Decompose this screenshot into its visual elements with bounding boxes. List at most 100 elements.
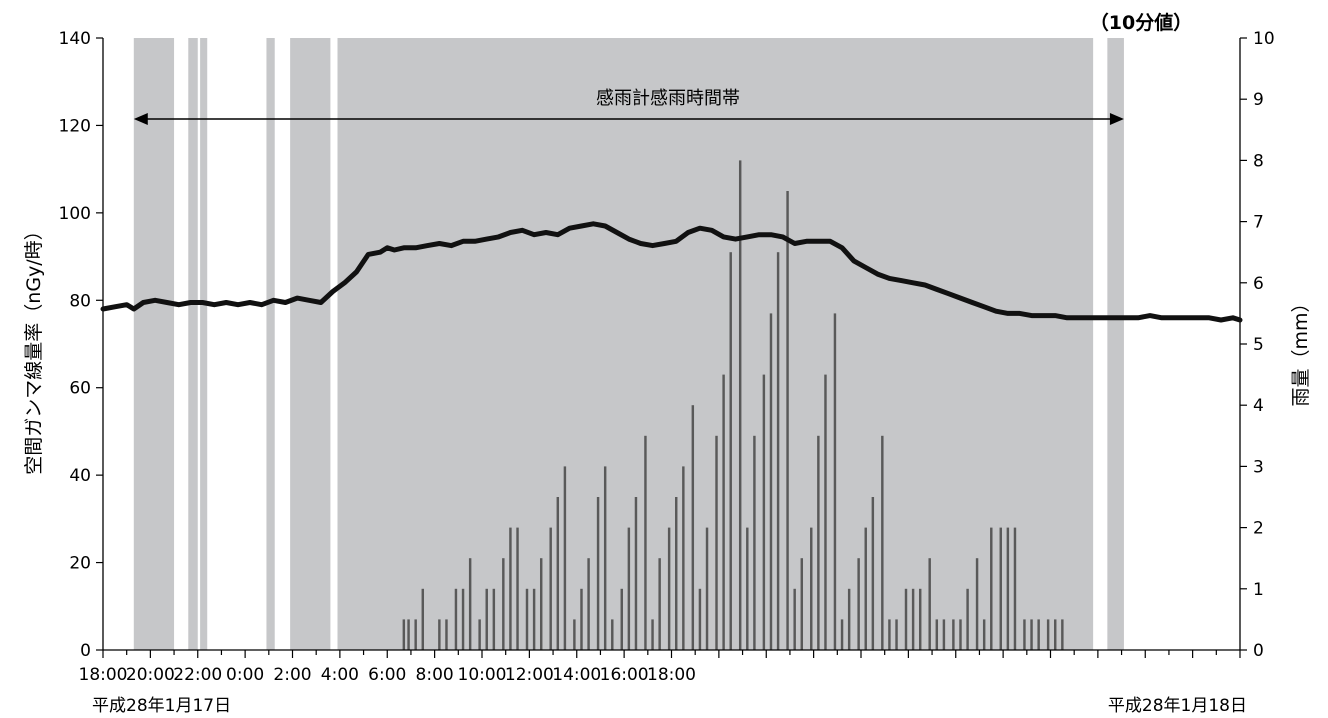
x-tick-label: 10:00: [458, 665, 507, 685]
rainfall-bar: [691, 405, 695, 650]
rainfall-bar: [840, 619, 844, 650]
rainfall-bar: [1054, 619, 1057, 650]
right-tick-label: 10: [1253, 29, 1275, 49]
right-tick-label: 9: [1253, 90, 1264, 110]
rainfall-bar: [722, 374, 725, 650]
right-tick-label: 4: [1253, 396, 1264, 416]
left-tick-label: 120: [59, 116, 91, 136]
rainfall-bar: [502, 558, 505, 650]
rainfall-bar: [468, 558, 472, 650]
rainfall-bar: [675, 497, 678, 650]
x-tick-label: 12:00: [505, 665, 554, 685]
rainfall-bar: [603, 466, 607, 650]
right-tick-label: 8: [1253, 151, 1264, 171]
rainfall-bar: [959, 619, 962, 650]
left-tick-label: 100: [59, 204, 91, 224]
rainfall-bar: [793, 588, 796, 650]
x-tick-label: 0:00: [226, 665, 264, 685]
rainfall-bar: [627, 527, 631, 650]
rainfall-bar: [715, 435, 718, 650]
rainfall-bar: [407, 619, 410, 650]
rainfall-bar: [753, 435, 756, 650]
rainfall-bar: [596, 497, 600, 650]
rainfall-bar: [414, 619, 417, 650]
x-tick-label: 18:00: [647, 665, 696, 685]
rainfall-bar: [864, 527, 867, 650]
date-start: 平成28年1月17日: [92, 696, 231, 716]
rainfall-bar: [824, 374, 827, 650]
rainfall-bar: [810, 527, 813, 650]
right-tick-label: 5: [1253, 335, 1264, 355]
x-tick-label: 8:00: [416, 665, 454, 685]
left-tick-label: 80: [69, 291, 91, 311]
x-tick-label: 2:00: [273, 665, 311, 685]
rainfall-bar: [509, 527, 512, 650]
rainfall-bar: [817, 435, 820, 650]
rainfall-bar: [658, 558, 661, 650]
rainfall-bar: [895, 619, 898, 650]
x-tick-label: 22:00: [173, 665, 222, 685]
rain-band: [133, 38, 175, 650]
rainfall-bar: [516, 527, 519, 650]
right-tick-label: 3: [1253, 457, 1264, 477]
annotation-group: 感雨計感雨時間帯: [133, 88, 1124, 125]
rainfall-bar: [402, 619, 406, 650]
axis-labels: （10分値） 平成28年1月17日 平成28年1月18日 空間ガンマ線量率（nGy/時…: [23, 11, 1312, 716]
rainfall-bar: [729, 252, 732, 650]
date-end: 平成28年1月18日: [1108, 696, 1247, 716]
rainfall-bar: [833, 313, 837, 650]
dose-rate-line-group: [100, 221, 1243, 323]
rainfall-bar: [847, 588, 851, 650]
rainfall-bar: [738, 160, 742, 650]
right-tick-label: 0: [1253, 641, 1264, 661]
rainfall-bar: [634, 497, 638, 650]
rainfall-bar: [975, 558, 979, 650]
rainfall-bar: [644, 435, 647, 650]
rainfall-bar: [928, 558, 931, 650]
rainfall-bar: [911, 588, 915, 650]
rainfall-bar: [1046, 619, 1050, 650]
rainfall-bar: [1061, 619, 1064, 650]
rainfall-bar: [1030, 619, 1033, 650]
rain-band: [188, 38, 198, 650]
rainfall-bar: [682, 466, 685, 650]
rainfall-bar: [478, 619, 481, 650]
left-tick-label: 60: [69, 379, 91, 399]
rainfall-bar: [705, 527, 709, 650]
rain-band: [1107, 38, 1124, 650]
rainfall-bar: [492, 588, 496, 650]
rainfall-bar: [800, 558, 804, 650]
rainfall-bar: [786, 191, 789, 650]
rainfall-bar: [942, 619, 946, 650]
rainfall-bar: [611, 619, 614, 650]
rain-band: [266, 38, 275, 650]
left-tick-label: 20: [69, 554, 91, 574]
rainfall-bar: [532, 588, 536, 650]
y-axis-left-title: 空間ガンマ線量率（nGy/時）: [23, 221, 45, 474]
rainfall-bar: [620, 588, 623, 650]
rainfall-bar: [776, 252, 780, 650]
rainfall-bar: [698, 588, 702, 650]
rainfall-bar: [881, 435, 884, 650]
rainfall-bar: [563, 466, 567, 650]
dose-rate-line: [100, 221, 1243, 323]
rainfall-bar: [935, 619, 939, 650]
rainfall-bar: [1037, 619, 1040, 650]
rainfall-bar: [556, 497, 560, 650]
rain-band: [290, 38, 331, 650]
rainfall-bar: [580, 588, 583, 650]
rain-band: [200, 38, 208, 650]
rainfall-bar: [651, 619, 654, 650]
rainfall-bar: [445, 619, 448, 650]
x-tick-label: 4:00: [321, 665, 359, 685]
x-tick-label: 20:00: [126, 665, 175, 685]
rainfall-bar: [762, 374, 766, 650]
x-tick-label: 16:00: [600, 665, 649, 685]
x-tick-label: 6:00: [368, 665, 406, 685]
left-tick-label: 140: [59, 29, 91, 49]
rainfall-bar: [421, 588, 425, 650]
rainfall-bar: [904, 588, 908, 650]
rainfall-bars: [402, 160, 1064, 650]
left-tick-label: 0: [80, 641, 91, 661]
